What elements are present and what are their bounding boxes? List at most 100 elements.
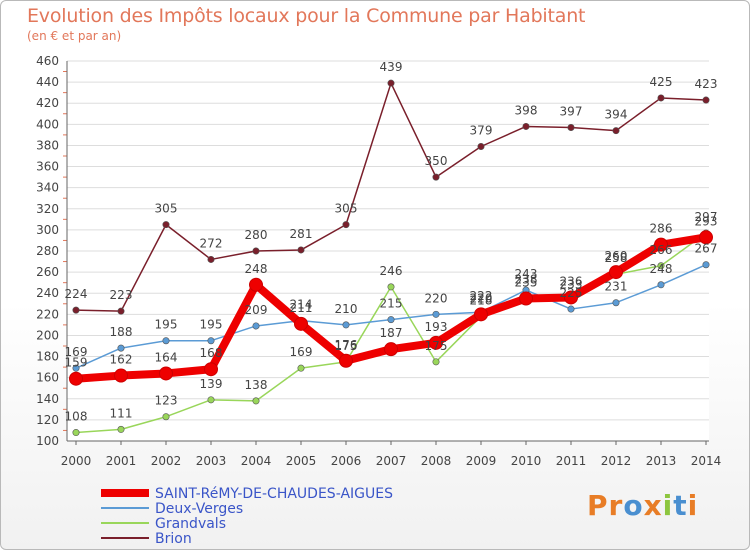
y-tick-label: 460 [36,54,59,68]
data-label: 297 [695,210,718,224]
data-label: 260 [605,249,628,263]
data-label: 214 [290,298,313,312]
data-label: 164 [155,350,178,364]
data-label: 248 [245,262,268,276]
data-point [207,396,215,404]
data-point [72,364,80,372]
data-point [702,261,710,269]
data-point [699,230,713,245]
data-label: 175 [425,339,448,353]
data-point [474,307,488,322]
legend-label: Grandvals [155,516,226,532]
data-label: 195 [155,318,178,332]
data-point [159,366,173,381]
data-label: 293 [695,214,718,228]
data-label: 236 [560,274,583,288]
logo-letter: r [608,489,624,522]
data-label: 139 [200,377,223,391]
x-tick-label: 2013 [646,454,677,468]
data-point [432,310,440,318]
data-point [204,362,218,377]
y-tick-label: 100 [36,434,59,448]
data-label: 193 [425,320,448,334]
data-label: 235 [515,276,538,290]
x-tick-label: 2014 [691,454,722,468]
data-label: 220 [425,291,448,305]
x-tick-label: 2008 [421,454,452,468]
data-label: 159 [65,356,88,370]
data-point [567,124,575,132]
data-label: 267 [695,242,718,256]
x-tick-label: 2002 [151,454,182,468]
data-point [252,247,260,255]
data-label: 231 [605,280,628,294]
data-label: 379 [470,124,493,138]
data-point [117,344,125,352]
y-tick-label: 440 [36,75,59,89]
data-point [252,322,260,330]
data-label: 266 [650,243,673,257]
legend-label: Deux-Verges [155,501,243,517]
data-point [522,122,530,130]
data-label: 272 [200,236,223,250]
data-point [297,364,305,372]
x-tick-label: 2011 [556,454,587,468]
data-label: 222 [470,289,493,303]
data-label: 246 [380,264,403,278]
data-point [657,262,665,270]
y-tick-label: 180 [36,350,59,364]
y-tick-label: 420 [36,96,59,110]
data-label: 111 [110,406,133,420]
data-label: 398 [515,103,538,117]
data-point [564,290,578,305]
y-tick-label: 340 [36,181,59,195]
data-point [162,337,170,345]
data-label: 425 [650,75,673,89]
chart-subtitle: (en € et par an) [27,29,122,43]
data-label: 175 [335,339,358,353]
y-tick-label: 280 [36,244,59,258]
data-point [249,277,263,292]
data-label: 397 [560,105,583,119]
y-tick-label: 320 [36,202,59,216]
data-point [612,127,620,135]
y-tick-label: 200 [36,328,59,342]
data-label: 218 [470,293,493,307]
data-label: 281 [290,227,313,241]
x-tick-label: 2010 [511,454,542,468]
data-label: 305 [155,202,178,216]
data-label: 215 [380,297,403,311]
y-tick-label: 160 [36,371,59,385]
x-tick-label: 2012 [601,454,632,468]
data-point [342,321,350,329]
logo-letter: P [587,489,609,522]
legend-label: Brion [155,531,192,547]
x-tick-label: 2005 [286,454,317,468]
data-label: 188 [110,325,133,339]
y-tick-label: 380 [36,138,59,152]
y-tick-label: 360 [36,160,59,174]
data-label: 209 [245,303,268,317]
data-label: 439 [380,60,403,74]
data-label: 286 [650,222,673,236]
logo-letter: x [643,489,663,522]
data-point [117,425,125,433]
data-point [252,397,260,405]
y-tick-label: 220 [36,307,59,321]
data-label: 176 [335,338,358,352]
data-label: 211 [290,301,313,315]
logo-letter: i [687,489,699,522]
data-point [117,307,125,315]
data-point [657,281,665,289]
data-point [612,299,620,307]
logo-letter: o [623,489,644,522]
data-point [387,316,395,324]
y-tick-label: 260 [36,265,59,279]
data-point [387,79,395,87]
data-point [384,342,398,357]
data-label: 169 [290,345,313,359]
data-label: 305 [335,202,358,216]
y-tick-label: 400 [36,117,59,131]
